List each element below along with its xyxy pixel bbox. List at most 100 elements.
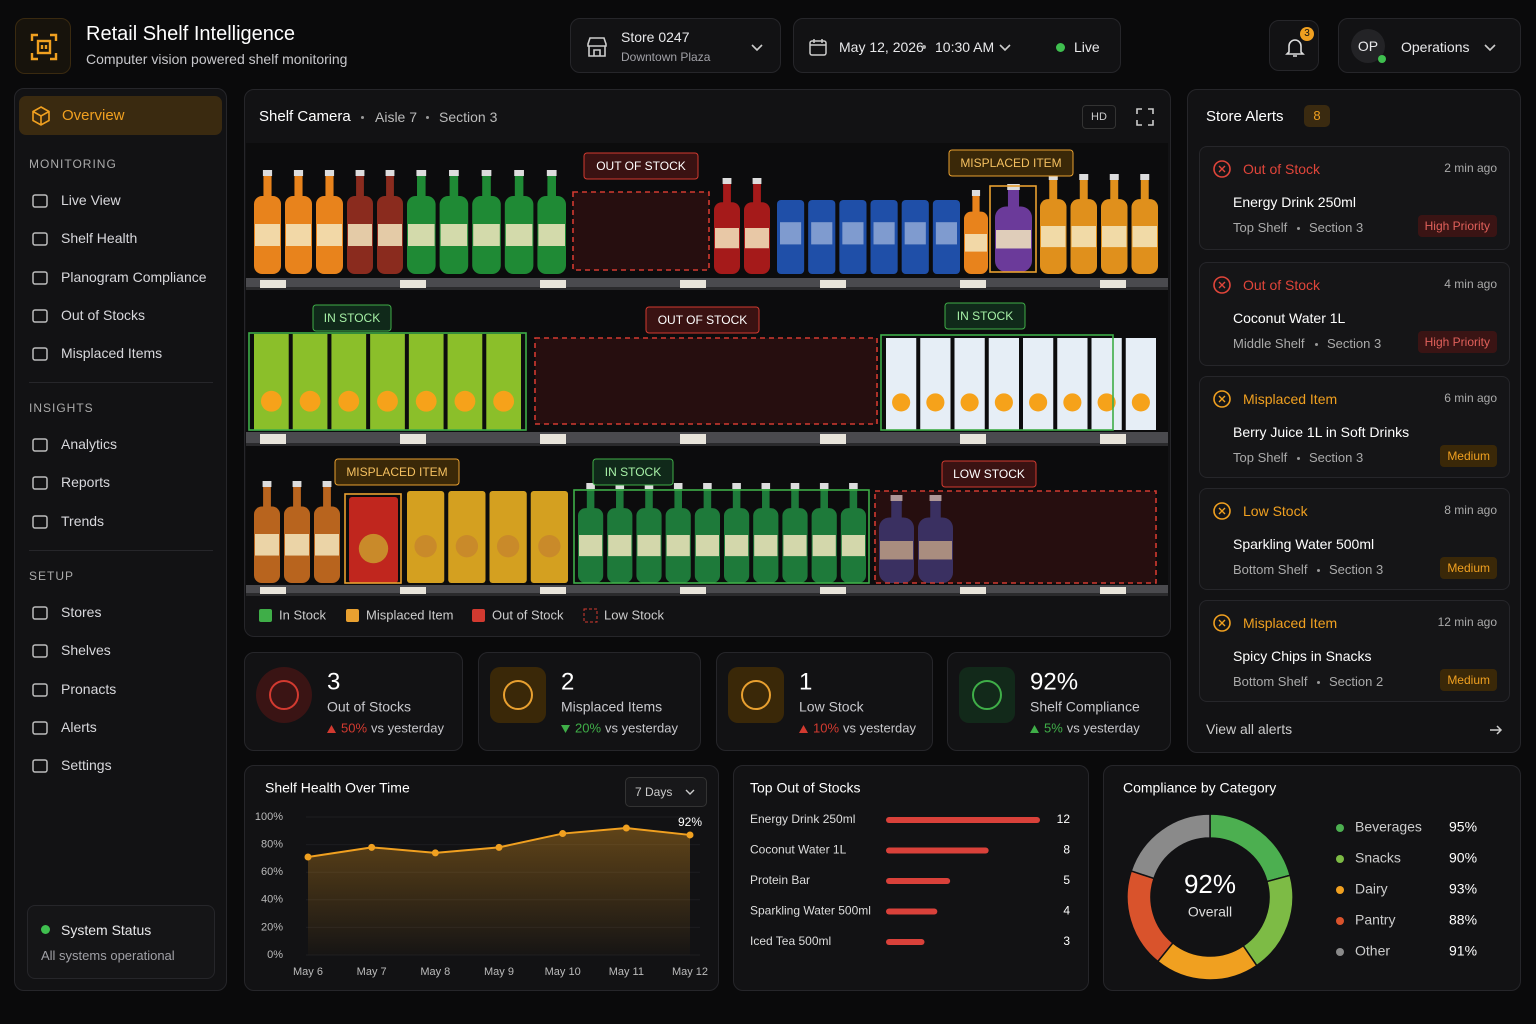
icon bbox=[1213, 276, 1231, 294]
nav-item[interactable]: Live View bbox=[61, 192, 121, 208]
x-tick-label: May 12 bbox=[672, 966, 708, 978]
nav-item[interactable]: Out of Stocks bbox=[61, 306, 146, 323]
nav-group-title: MONITORING bbox=[29, 157, 117, 171]
alert-card[interactable]: Misplaced Item 6 min ago Berry Juice 1L in… bbox=[1199, 376, 1510, 478]
user-role: Operations bbox=[1401, 39, 1470, 55]
kpi-icon bbox=[503, 680, 533, 710]
product-label bbox=[935, 222, 957, 245]
fullscreen-icon[interactable] bbox=[1135, 107, 1155, 127]
change-arrow bbox=[327, 725, 336, 733]
icon bbox=[32, 644, 48, 659]
value-label: 93% bbox=[1449, 881, 1477, 897]
nav-item[interactable]: Shelf Health bbox=[61, 230, 138, 247]
y-tick-label: 20% bbox=[261, 921, 283, 933]
nav-item[interactable]: Reports bbox=[61, 474, 111, 491]
alert-card[interactable]: Out of Stock 2 min ago Energy Drink 250ml T… bbox=[1199, 146, 1510, 250]
camera-title: Shelf Camera bbox=[259, 108, 351, 125]
alert-card[interactable]: Low Stock 8 min ago Sparkling Water 500ml B… bbox=[1199, 488, 1510, 590]
nav-item[interactable]: Trends bbox=[61, 512, 105, 529]
product-label bbox=[538, 224, 565, 246]
detection-tag-label: OUT OF STOCK bbox=[658, 313, 748, 327]
nav-item[interactable]: Pronacts bbox=[61, 680, 117, 697]
product-label bbox=[695, 535, 719, 557]
price-tag bbox=[680, 434, 706, 444]
nav-item[interactable]: Analytics bbox=[61, 436, 118, 452]
product bbox=[449, 170, 459, 176]
product bbox=[761, 483, 771, 489]
nav-item[interactable]: Planogram Compliance bbox=[61, 268, 207, 285]
hd-badge[interactable]: HD bbox=[1082, 105, 1116, 129]
chart-title: Shelf Health Over Time bbox=[265, 780, 410, 796]
product bbox=[644, 483, 654, 489]
detection-tag bbox=[645, 306, 760, 334]
alert-card[interactable]: Misplaced Item 12 min ago Spicy Chips in S… bbox=[1199, 600, 1510, 702]
store-selector[interactable]: Store 0247 Downtown Plaza bbox=[570, 18, 781, 73]
product bbox=[385, 170, 395, 176]
alert-card[interactable]: Out of Stock 4 min ago Coconut Water 1L Mid… bbox=[1199, 262, 1510, 366]
product bbox=[819, 483, 829, 489]
view-all-link[interactable]: View all alerts bbox=[1206, 721, 1293, 737]
product-label bbox=[715, 228, 739, 249]
alert-product: Berry Juice 1L in Soft Drinks bbox=[1233, 424, 1410, 440]
product bbox=[356, 174, 364, 199]
time: 10:30 AM bbox=[935, 39, 995, 55]
shelf-rail-shadow bbox=[246, 443, 1168, 446]
alert-icon bbox=[1212, 613, 1232, 633]
product bbox=[416, 170, 427, 176]
overview-icon bbox=[32, 106, 50, 126]
icon bbox=[32, 347, 48, 361]
price-tag bbox=[540, 587, 566, 594]
legend-label: Out of Stock bbox=[492, 607, 564, 622]
chevron bbox=[751, 44, 763, 52]
dot bbox=[1297, 227, 1300, 230]
product-label bbox=[260, 390, 282, 412]
nav-icon bbox=[31, 474, 49, 492]
kpi-icon bbox=[972, 680, 1002, 710]
product bbox=[325, 174, 334, 199]
alert-icon bbox=[1212, 275, 1232, 295]
product-label bbox=[1131, 393, 1150, 412]
nav-icon bbox=[31, 307, 49, 325]
product-label bbox=[666, 535, 690, 557]
product-label bbox=[473, 224, 500, 246]
sidebar: Overview System Status All systems opera… bbox=[14, 88, 227, 991]
alert-type: Misplaced Item bbox=[1243, 615, 1338, 631]
product-label bbox=[338, 390, 360, 412]
nav-item[interactable]: Misplaced Items bbox=[61, 345, 163, 362]
product bbox=[752, 178, 762, 184]
legend-swatch bbox=[346, 609, 359, 622]
nav-active[interactable]: Overview bbox=[19, 96, 222, 135]
notifications-button[interactable]: 3 bbox=[1269, 20, 1319, 71]
nav-item[interactable]: Settings bbox=[61, 757, 112, 774]
nav-icon bbox=[31, 345, 49, 363]
status-title: System Status bbox=[61, 922, 152, 938]
product-label bbox=[919, 541, 952, 560]
product-label bbox=[255, 534, 279, 556]
product-label bbox=[1063, 393, 1082, 412]
x-tick-label: May 10 bbox=[545, 966, 581, 978]
nav-item[interactable]: Shelves bbox=[61, 642, 111, 659]
nav-group-title: INSIGHTS bbox=[29, 401, 94, 415]
detection-tag bbox=[583, 152, 699, 180]
nav-item[interactable]: Alerts bbox=[61, 718, 97, 735]
alert-icon bbox=[1212, 501, 1232, 521]
donut-segment bbox=[1156, 941, 1258, 981]
y-tick-label: 0% bbox=[267, 949, 283, 961]
legend-dot bbox=[1336, 855, 1344, 863]
date-selector[interactable]: May 12, 2026 10:30 AM Live bbox=[793, 18, 1121, 73]
detection-box bbox=[880, 334, 1114, 431]
product-label bbox=[299, 390, 321, 412]
detection-box bbox=[248, 332, 527, 431]
price-tag bbox=[960, 280, 986, 288]
notification-count: 3 bbox=[1300, 27, 1314, 41]
icon bbox=[32, 438, 48, 452]
range-selector[interactable]: 7 Days bbox=[625, 777, 707, 807]
nav-item[interactable]: Stores bbox=[61, 604, 102, 620]
user-menu[interactable]: OP Operations bbox=[1338, 18, 1521, 73]
product bbox=[586, 487, 595, 511]
product bbox=[972, 194, 980, 214]
priority-badge: High Priority bbox=[1417, 331, 1497, 353]
detection-tag-label: IN STOCK bbox=[605, 465, 661, 479]
store-location: Downtown Plaza bbox=[621, 50, 711, 64]
donut-segment bbox=[1242, 874, 1294, 967]
